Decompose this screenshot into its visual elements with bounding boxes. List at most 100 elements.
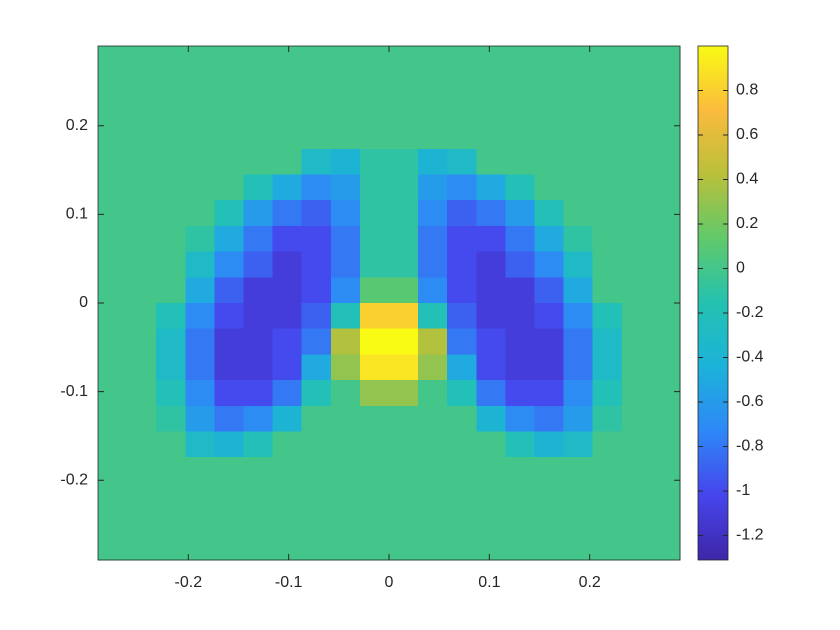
cell bbox=[476, 46, 506, 73]
cell bbox=[505, 303, 535, 330]
cell bbox=[98, 482, 128, 510]
cell bbox=[214, 225, 244, 253]
cell bbox=[534, 380, 565, 407]
cell bbox=[418, 225, 448, 253]
cell bbox=[534, 200, 565, 227]
cell bbox=[272, 277, 303, 304]
cell bbox=[621, 431, 652, 458]
cell bbox=[447, 457, 477, 484]
cell bbox=[330, 457, 361, 484]
cell bbox=[418, 71, 448, 98]
colorbar-tick-label: -1 bbox=[736, 482, 750, 499]
cell bbox=[563, 431, 594, 458]
cell bbox=[156, 303, 186, 330]
cell bbox=[447, 380, 477, 407]
cell bbox=[330, 303, 361, 330]
cell bbox=[156, 380, 186, 407]
cell bbox=[301, 174, 332, 201]
cell bbox=[156, 534, 186, 561]
cell bbox=[505, 405, 535, 432]
cell bbox=[185, 46, 215, 73]
cell bbox=[534, 46, 565, 73]
cell bbox=[359, 174, 390, 201]
cell bbox=[447, 225, 477, 253]
cell bbox=[534, 277, 565, 304]
cell bbox=[650, 200, 681, 227]
cell bbox=[389, 46, 419, 73]
cell bbox=[505, 508, 535, 535]
cell bbox=[389, 123, 419, 150]
cell bbox=[127, 97, 157, 124]
cell bbox=[650, 97, 681, 124]
cell bbox=[359, 380, 390, 407]
cell bbox=[185, 534, 215, 561]
cell bbox=[272, 508, 303, 535]
cell bbox=[301, 148, 332, 175]
cell bbox=[563, 534, 594, 561]
cell bbox=[418, 174, 448, 201]
cell bbox=[418, 328, 448, 355]
cell bbox=[592, 534, 623, 561]
cell bbox=[592, 71, 623, 98]
cell bbox=[534, 174, 565, 201]
cell bbox=[243, 405, 274, 432]
cell bbox=[447, 405, 477, 432]
cell bbox=[185, 457, 215, 484]
cell bbox=[650, 174, 681, 201]
cell bbox=[389, 354, 419, 381]
cell bbox=[243, 97, 274, 124]
cell bbox=[505, 534, 535, 561]
cell bbox=[127, 482, 157, 510]
cell bbox=[214, 251, 244, 278]
cell bbox=[272, 431, 303, 458]
cell bbox=[563, 405, 594, 432]
cell bbox=[592, 46, 623, 73]
cell bbox=[476, 71, 506, 98]
cell bbox=[301, 405, 332, 432]
cell bbox=[301, 354, 332, 381]
cell bbox=[214, 431, 244, 458]
colorbar-tick-label: 0.4 bbox=[736, 171, 758, 188]
cell bbox=[330, 482, 361, 510]
cell bbox=[359, 482, 390, 510]
cell bbox=[243, 303, 274, 330]
cell bbox=[505, 123, 535, 150]
cell bbox=[330, 405, 361, 432]
x-tick-label: 0.2 bbox=[579, 574, 601, 591]
cell bbox=[563, 174, 594, 201]
cell bbox=[272, 303, 303, 330]
cell bbox=[505, 97, 535, 124]
cell bbox=[563, 328, 594, 355]
cell bbox=[534, 71, 565, 98]
cell bbox=[418, 354, 448, 381]
colorbar-tick-label: -0.4 bbox=[736, 349, 764, 366]
cell bbox=[621, 148, 652, 175]
colorbar-tick-label: -0.8 bbox=[736, 438, 764, 455]
cell bbox=[592, 354, 623, 381]
cell bbox=[534, 482, 565, 510]
cell bbox=[272, 354, 303, 381]
cell bbox=[243, 251, 274, 278]
cell bbox=[98, 251, 128, 278]
cell bbox=[98, 71, 128, 98]
cell bbox=[418, 405, 448, 432]
cell bbox=[534, 148, 565, 175]
colorbar-tick-label: 0.2 bbox=[736, 215, 758, 232]
cell bbox=[272, 148, 303, 175]
cell bbox=[127, 123, 157, 150]
cell bbox=[243, 328, 274, 355]
cell bbox=[476, 508, 506, 535]
cell bbox=[389, 174, 419, 201]
cell bbox=[476, 380, 506, 407]
heatmap bbox=[98, 46, 681, 561]
cell bbox=[650, 457, 681, 484]
cell bbox=[330, 277, 361, 304]
cell bbox=[214, 354, 244, 381]
cell bbox=[272, 328, 303, 355]
cell bbox=[592, 303, 623, 330]
cell bbox=[447, 303, 477, 330]
cell bbox=[272, 123, 303, 150]
cell bbox=[563, 482, 594, 510]
colorbar-tick-label: 0.8 bbox=[736, 82, 758, 99]
cell bbox=[592, 123, 623, 150]
